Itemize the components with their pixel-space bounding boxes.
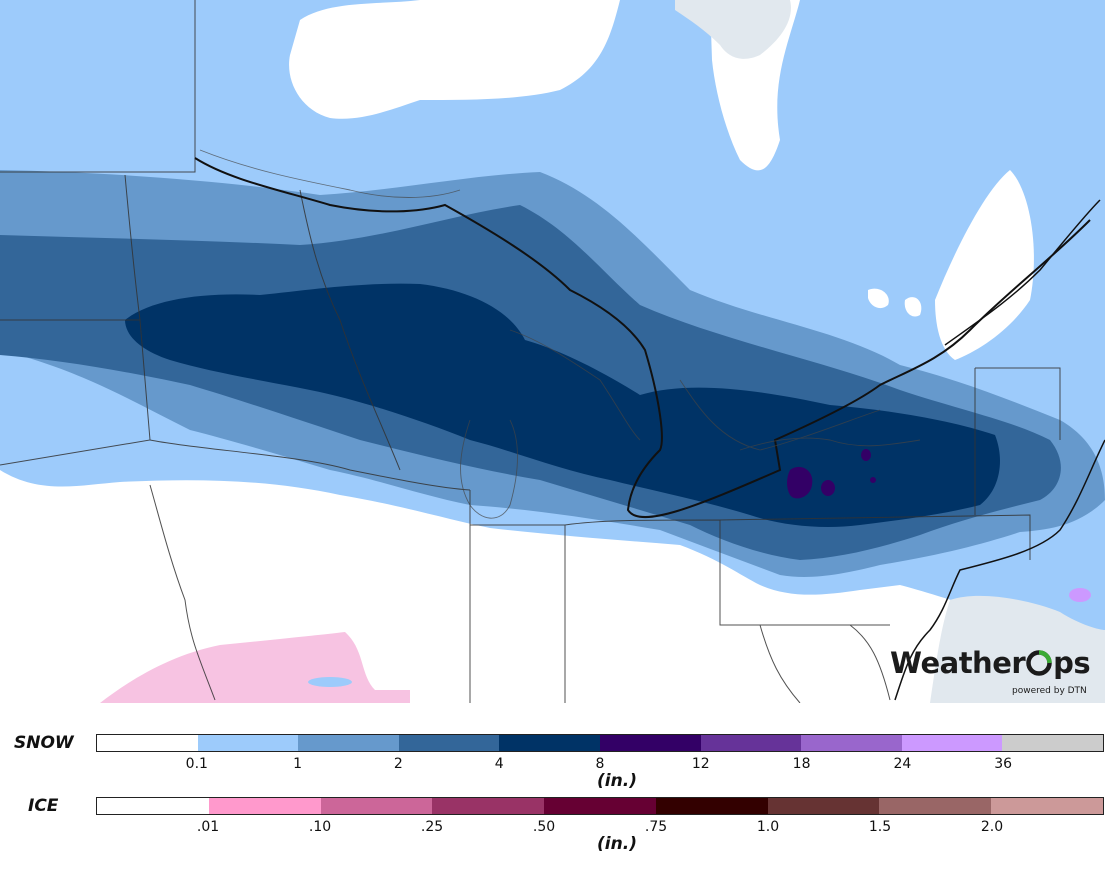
ice-area-east bbox=[1069, 588, 1091, 602]
lake-superior bbox=[289, 0, 620, 119]
snow-scale-cell bbox=[1002, 735, 1103, 751]
snow-scale-cell bbox=[801, 735, 902, 751]
snow-forecast-map bbox=[0, 0, 1105, 703]
ice-scale-cell bbox=[544, 798, 656, 814]
snow-scale-cell bbox=[599, 735, 701, 751]
ice-legend-title: ICE bbox=[28, 796, 59, 816]
snow-scale-cell bbox=[901, 735, 1003, 751]
snow-color-scale bbox=[96, 734, 1104, 752]
lake-nipissing bbox=[904, 297, 922, 317]
ice-tick-label: .50 bbox=[532, 819, 556, 835]
lake-small-south bbox=[308, 677, 352, 687]
lake-shores bbox=[199, 149, 921, 519]
lake-huron-north bbox=[675, 0, 791, 59]
ice-color-scale bbox=[96, 797, 1104, 815]
snow-unit-label: (in.) bbox=[597, 771, 637, 791]
snow-tick-label: 12 bbox=[691, 756, 710, 772]
snow-tick-label: 0.1 bbox=[185, 756, 208, 772]
st-lawrence-river bbox=[944, 199, 1101, 346]
brand-powered-by: powered by DTN bbox=[1012, 686, 1087, 696]
ice-unit-label: (in.) bbox=[597, 834, 637, 854]
ice-scale-cell bbox=[655, 798, 768, 814]
international-border bbox=[194, 157, 1091, 519]
snow-scale-cell bbox=[197, 735, 299, 751]
state-borders bbox=[0, 0, 1061, 703]
atlantic-coast bbox=[894, 439, 1105, 701]
brand-name-part1: Weather bbox=[890, 646, 1026, 680]
ice-scale-cell bbox=[991, 798, 1104, 814]
snow-pocket-extreme bbox=[821, 480, 835, 496]
ice-tick-label: .75 bbox=[644, 819, 668, 835]
brand-name-part2: ps bbox=[1053, 646, 1091, 680]
ice-scale-cell bbox=[208, 798, 321, 814]
snow-tick-label: 24 bbox=[893, 756, 912, 772]
ice-scale-cell bbox=[432, 798, 545, 814]
snow-tick-label: 1 bbox=[293, 756, 303, 772]
snow-legend-title: SNOW bbox=[14, 733, 74, 753]
ice-scale-cell bbox=[320, 798, 433, 814]
snow-tick-label: 4 bbox=[494, 756, 504, 772]
snow-tick-label: 36 bbox=[994, 756, 1013, 772]
lake-nipigon bbox=[868, 288, 889, 309]
brand-o-icon bbox=[1026, 650, 1052, 676]
weatherops-logo: Weather ps powered by DTN bbox=[890, 646, 1100, 702]
snow-scale-cell bbox=[298, 735, 399, 751]
ice-tick-label: 1.5 bbox=[868, 819, 892, 835]
ice-tick-label: .25 bbox=[420, 819, 444, 835]
snow-pocket-extreme bbox=[787, 466, 813, 499]
ice-scale-cell bbox=[767, 798, 880, 814]
brand-name: Weather ps bbox=[890, 646, 1091, 680]
snow-scale-cell bbox=[499, 735, 600, 751]
ice-scale-cell bbox=[879, 798, 992, 814]
snow-free-land-northeast bbox=[935, 170, 1034, 360]
ice-tick-label: .01 bbox=[196, 819, 220, 835]
snow-band-very-heavy bbox=[125, 283, 1000, 527]
ice-tick-label: 1.0 bbox=[756, 819, 780, 835]
snow-scale-cell bbox=[97, 735, 198, 751]
lake-east bbox=[930, 595, 1105, 703]
snow-tick-label: 8 bbox=[595, 756, 605, 772]
snow-pocket-extreme bbox=[861, 449, 871, 461]
snow-tick-label: 18 bbox=[792, 756, 811, 772]
snow-tick-label: 2 bbox=[393, 756, 403, 772]
snow-scale-cell bbox=[700, 735, 802, 751]
snow-pocket-extreme bbox=[870, 477, 876, 483]
ice-tick-label: .10 bbox=[308, 819, 332, 835]
snow-scale-cell bbox=[398, 735, 500, 751]
ice-scale-cell bbox=[97, 798, 209, 814]
ice-tick-label: 2.0 bbox=[980, 819, 1004, 835]
